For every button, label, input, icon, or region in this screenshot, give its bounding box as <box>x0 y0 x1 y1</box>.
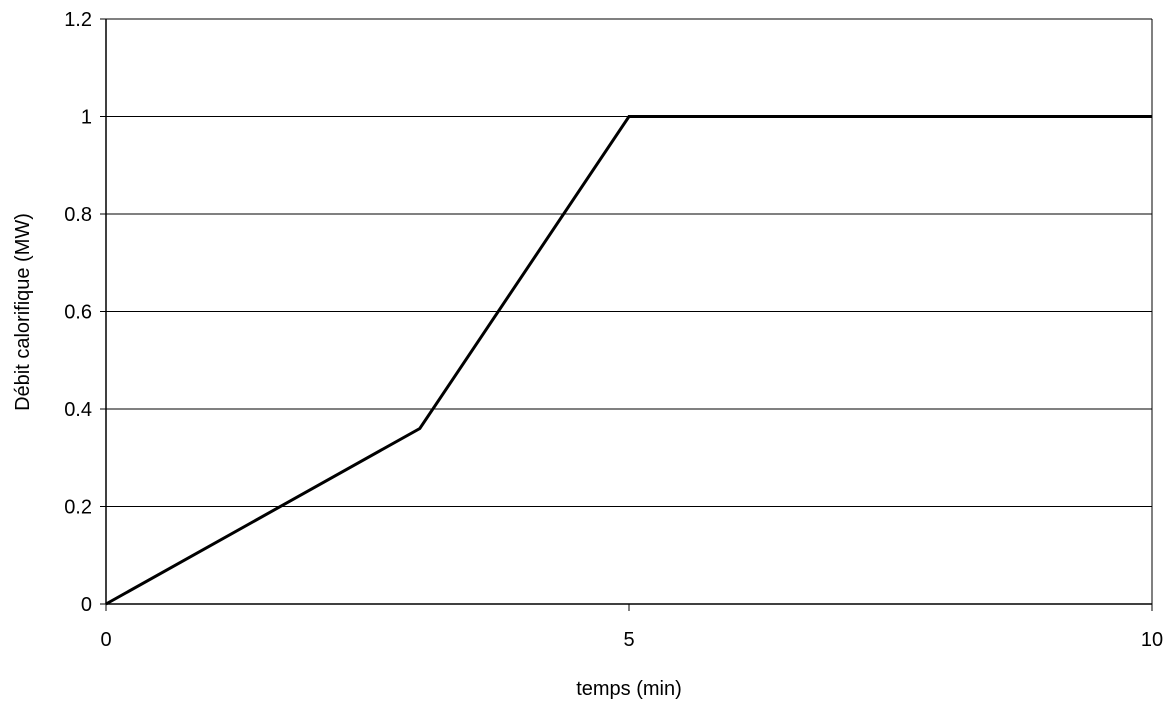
axes <box>100 18 1153 611</box>
y-tick-label-5: 1 <box>81 107 92 129</box>
y-tick-label-0: 0 <box>81 594 92 616</box>
x-axis-title: temps (min) <box>576 678 682 700</box>
series-line-0 <box>105 115 1152 606</box>
tick-labels: 0 0.2 0.4 0.6 0.8 1 1.2 0 5 10 <box>64 9 1163 651</box>
x-tick-label-2: 10 <box>1141 629 1163 651</box>
y-tick-label-6: 1.2 <box>64 9 92 31</box>
x-tick-label-1: 5 <box>623 629 634 651</box>
series-lines <box>105 115 1153 606</box>
y-tick-label-2: 0.4 <box>64 399 92 421</box>
y-axis-title: Débit calorifique (MW) <box>12 213 34 411</box>
y-tick-label-1: 0.2 <box>64 497 92 519</box>
y-tick-label-4: 0.8 <box>64 204 92 226</box>
x-tick-label-0: 0 <box>100 629 111 651</box>
y-tick-label-3: 0.6 <box>64 302 92 324</box>
gridlines <box>106 18 1152 507</box>
